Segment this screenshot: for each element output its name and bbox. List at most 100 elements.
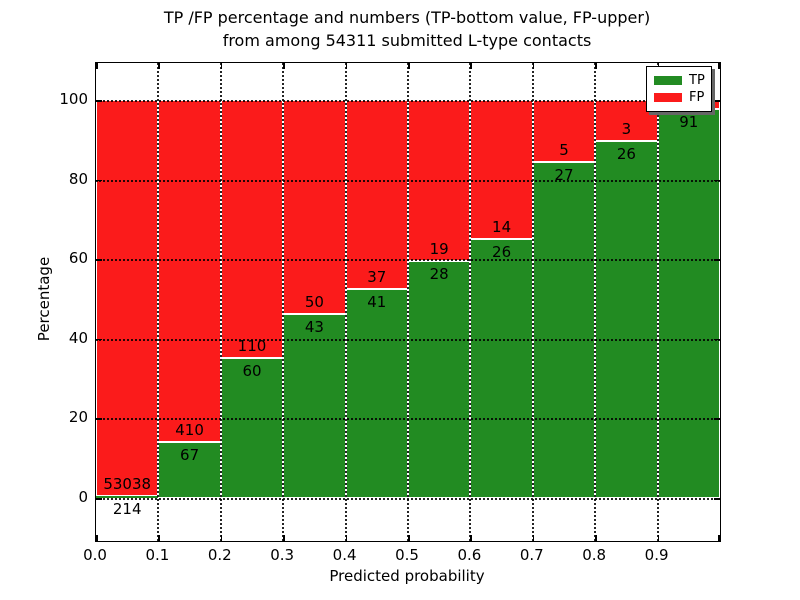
- y-tickmark: [714, 338, 720, 341]
- bar-fp-segment: [532, 100, 596, 163]
- gridline-horizontal: [96, 259, 720, 262]
- legend-item-fp: FP: [647, 91, 711, 104]
- x-tickmark: [345, 63, 348, 69]
- bar-tp-segment: [532, 162, 596, 498]
- x-tickmark: [96, 535, 98, 541]
- fp-count-label: 19: [429, 239, 449, 258]
- x-tickmark: [595, 535, 597, 541]
- x-tickmark: [158, 535, 160, 541]
- x-tickmark: [283, 63, 285, 69]
- gridline-vertical: [344, 63, 347, 541]
- y-tickmark: [714, 179, 720, 182]
- x-tickmark: [595, 63, 597, 69]
- bar-tp-segment: [345, 288, 408, 498]
- x-tick-label: 0.8: [582, 546, 607, 564]
- x-tickmark: [408, 535, 410, 541]
- bar-fp-segment: [283, 100, 346, 314]
- bar-tp-segment: [283, 313, 346, 498]
- x-tickmark: [470, 535, 472, 541]
- gridline-vertical: [469, 63, 472, 541]
- fp-count-label: 110: [237, 336, 267, 355]
- x-tickmark: [532, 63, 535, 69]
- x-tickmark: [718, 535, 720, 541]
- fp-color-swatch: [654, 93, 682, 103]
- bar-fp-segment: [158, 100, 221, 443]
- bar-fp-segment: [96, 100, 159, 497]
- gridline-vertical: [594, 63, 597, 541]
- chart-title-line1: TP /FP percentage and numbers (TP-bottom…: [163, 8, 651, 27]
- y-tickmark: [96, 259, 102, 261]
- y-tickmark: [714, 498, 720, 500]
- gridline-vertical: [282, 63, 285, 541]
- fp-count-label: 410: [175, 421, 204, 440]
- tp-count-label: 67: [180, 446, 200, 465]
- x-tick-label: 0.3: [270, 546, 295, 564]
- gridline-vertical: [407, 63, 409, 541]
- y-tick-label: 60: [68, 249, 88, 268]
- x-tick-label: 0.2: [207, 546, 232, 564]
- x-tickmark: [96, 63, 98, 69]
- x-tickmark: [408, 63, 410, 69]
- tp-count-label: 26: [616, 145, 636, 164]
- tp-color-swatch: [654, 75, 682, 85]
- tp-count-label: 91: [679, 112, 699, 131]
- tp-count-label: 43: [304, 317, 324, 336]
- fp-count-label: 14: [492, 218, 512, 237]
- y-tickmark: [714, 259, 720, 261]
- fp-count-label: 5: [559, 141, 569, 160]
- bar-tp-segment: [470, 239, 533, 498]
- y-tickmark: [714, 100, 720, 102]
- bar-tp-segment: [408, 260, 471, 498]
- legend: TP FP: [646, 66, 712, 112]
- legend-item-tp: TP: [647, 74, 711, 87]
- chart-title-line2: from among 54311 submitted L-type contac…: [222, 31, 592, 50]
- bar-tp-segment: [595, 141, 658, 498]
- x-tickmark: [657, 535, 660, 541]
- gridline-vertical: [531, 63, 534, 541]
- x-tick-label: 0.7: [519, 546, 544, 564]
- bar-tp-segment: [657, 108, 720, 498]
- y-tickmark: [96, 100, 102, 102]
- gridline-vertical: [157, 63, 160, 541]
- x-tickmark: [532, 535, 535, 541]
- y-tickmark: [96, 418, 102, 420]
- gridline-horizontal: [96, 418, 720, 421]
- fp-count-label: 53038: [103, 475, 152, 494]
- x-tickmark: [220, 63, 223, 69]
- bar-fp-segment: [220, 100, 284, 358]
- tp-count-label: 28: [429, 264, 449, 283]
- tp-count-label: 26: [492, 243, 512, 262]
- y-tick-label: 40: [68, 328, 88, 347]
- y-tickmark: [96, 179, 102, 182]
- x-tickmark: [470, 63, 472, 69]
- y-tick-label: 0: [78, 488, 88, 506]
- y-tick-label: 80: [68, 169, 88, 188]
- x-tick-label: 0.4: [332, 546, 357, 564]
- x-tick-label: 0.5: [395, 546, 419, 564]
- x-tickmark: [220, 535, 223, 541]
- plot-area: 53038 214 410 67 110 60 50 43 37 41 19 28 14 26 5 27 3 26…: [95, 62, 721, 542]
- x-tickmark: [345, 535, 348, 541]
- gridline-vertical: [656, 63, 659, 541]
- y-tickmark: [96, 498, 102, 500]
- x-tick-label: 0.6: [457, 546, 482, 564]
- x-axis-label: Predicted probability: [329, 567, 485, 585]
- gridline-horizontal: [96, 179, 720, 182]
- x-tick-label: 0.1: [145, 546, 170, 564]
- x-tickmark: [283, 535, 285, 541]
- bar-tp-segment: [96, 496, 159, 498]
- tp-count-label: 60: [242, 361, 262, 380]
- legend-label-fp: FP: [689, 90, 705, 106]
- tp-count-label: 214: [112, 500, 142, 519]
- y-tick-label: 20: [68, 408, 88, 427]
- x-tick-label: 0.0: [83, 546, 107, 564]
- gridline-horizontal: [96, 338, 720, 341]
- fp-count-label: 3: [621, 120, 632, 139]
- gridline-horizontal: [96, 498, 720, 500]
- fp-count-label: 50: [304, 292, 324, 311]
- y-tickmark: [96, 338, 102, 341]
- legend-label-tp: TP: [689, 72, 705, 88]
- gridline-vertical: [219, 63, 222, 541]
- x-tickmark: [158, 63, 160, 69]
- x-tick-label: 0.9: [644, 546, 669, 564]
